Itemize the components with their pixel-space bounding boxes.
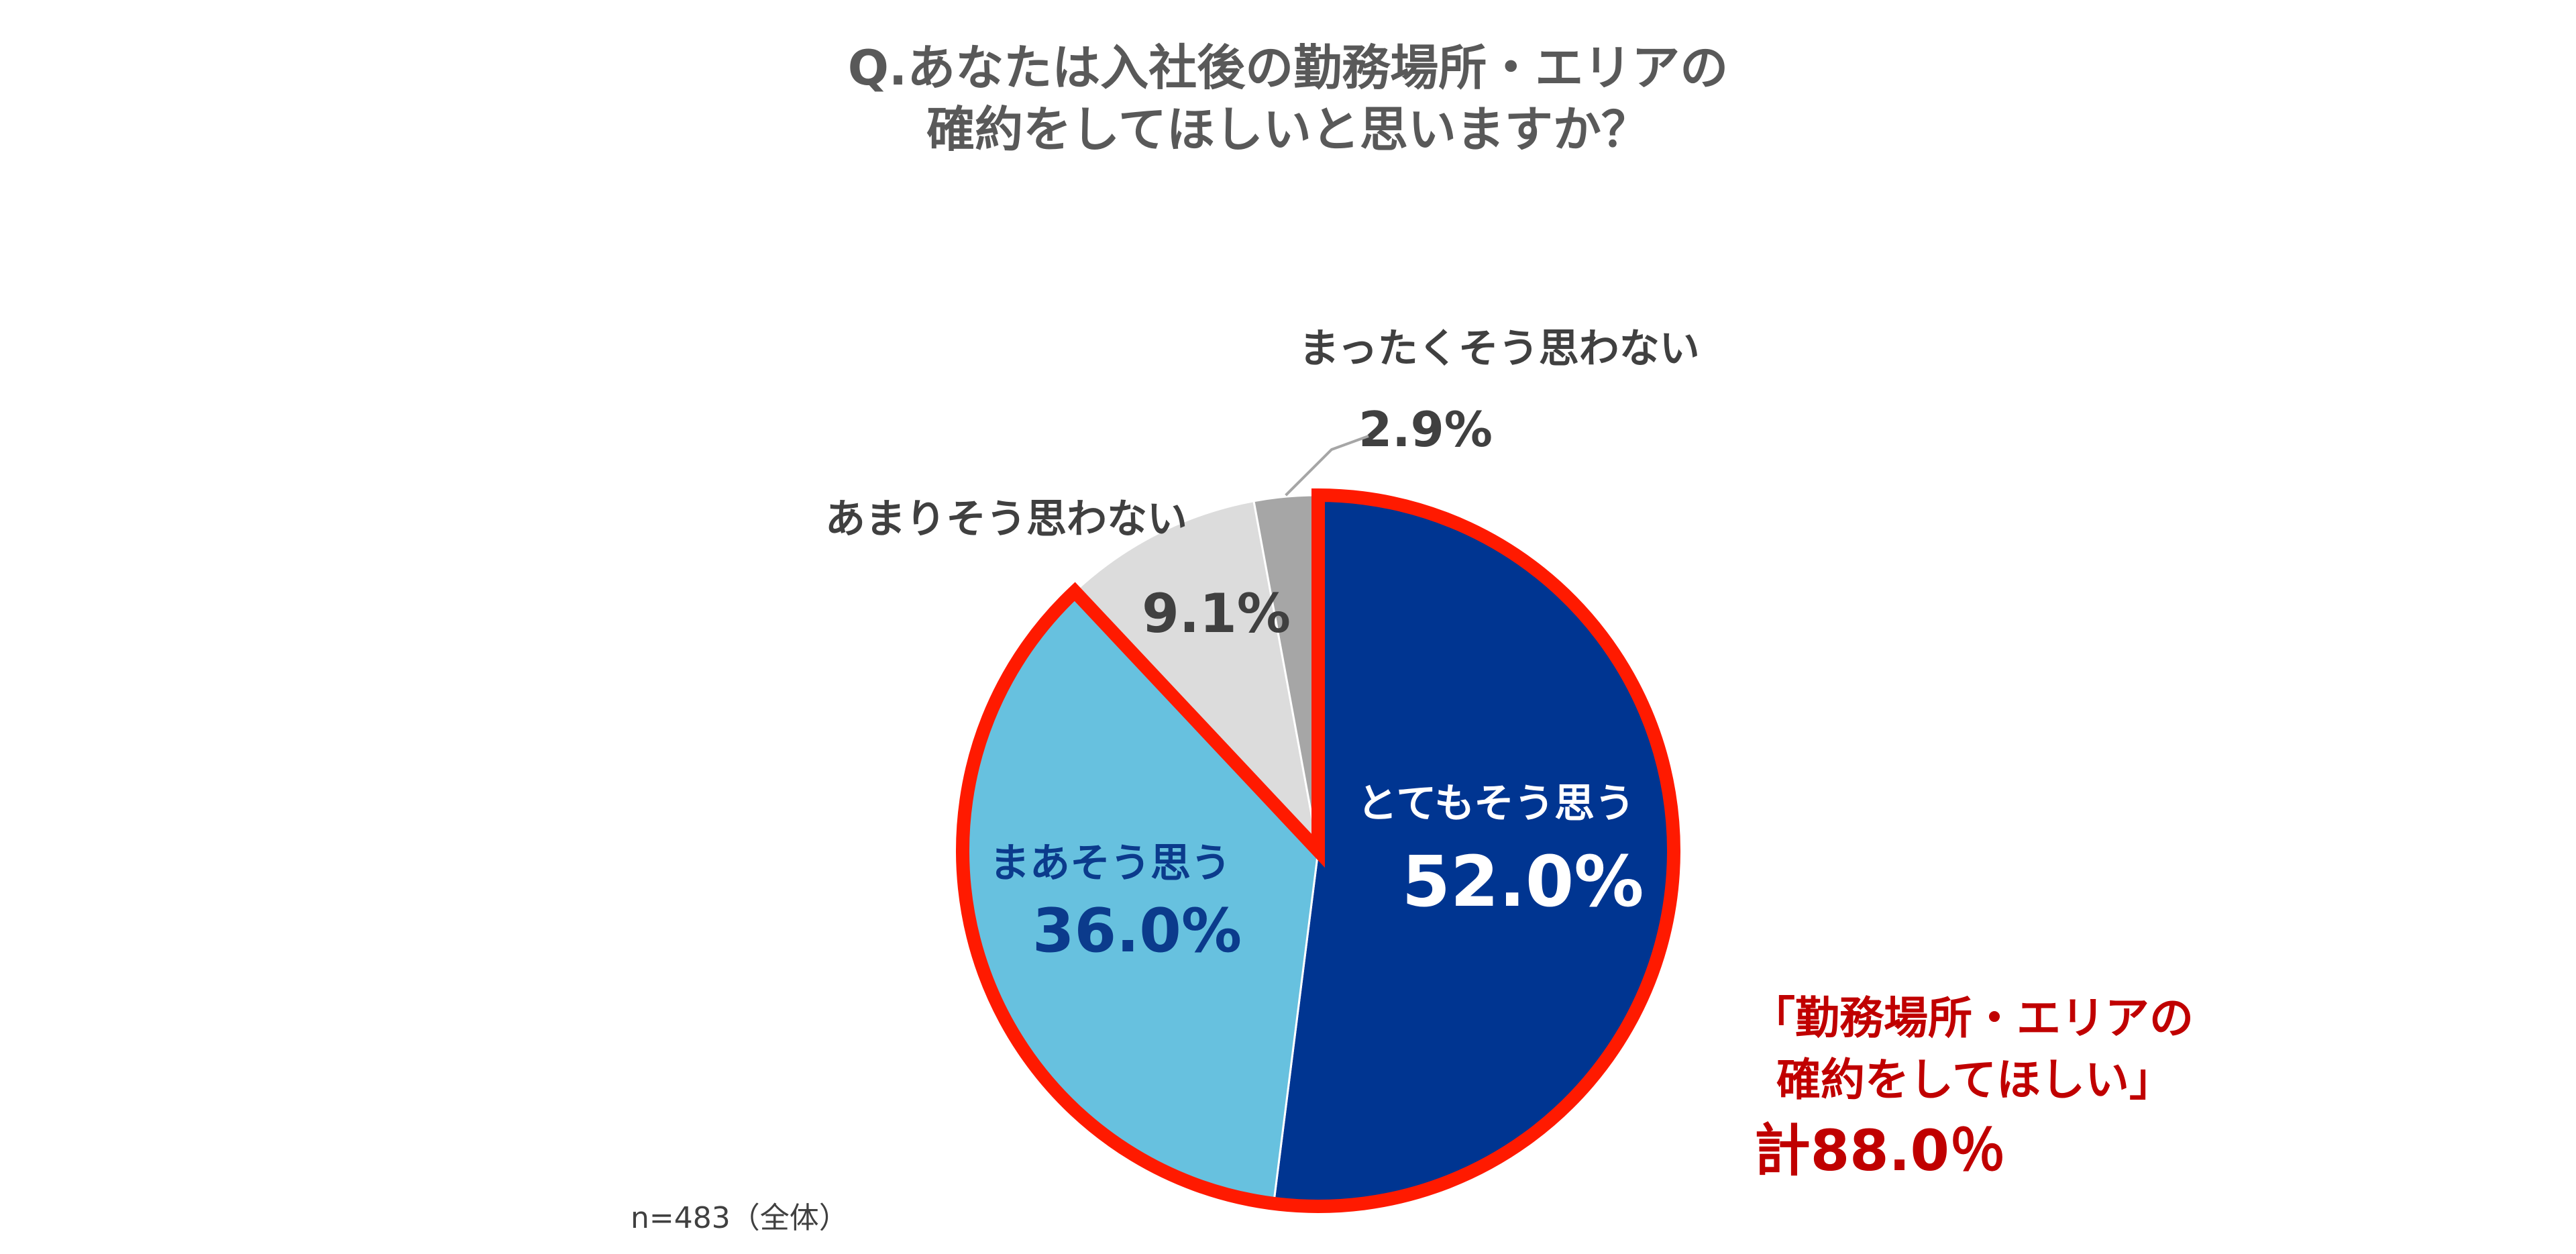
slice-label-value-2: 36.0% [1032,896,1242,966]
slice-label-category-2: まあそう思う [989,840,1231,887]
slice-label-value-1: 52.0% [1402,841,1644,923]
chart-title-line-2: 確約をしてほしいと思いますか？ [926,101,1650,158]
highlight-outline [956,488,1680,1213]
pie-slice-3 [1073,500,1320,854]
slice-label-value-4: 2.9% [1358,401,1493,458]
slice-label-value-3: 9.1% [1142,582,1291,645]
chart-title-line-1: Q.あなたは入社後の勤務場所・エリアの [848,40,1729,96]
slice-label-category-4: まったくそう思わない [1299,325,1700,372]
highlight-annotation-line-3: 計88.0％ [1754,1118,2006,1184]
slice-label-category-3: あまりそう思わない [825,496,1187,543]
leader-line-slice-4 [1285,435,1369,497]
slice-labels: とてもそう思う 52.0% まあそう思う 36.0% あまりそう思わない 9.1% まったく… [825,325,1700,966]
sample-size-note: n=483（全体） [631,1201,849,1235]
pie-slices [961,494,1675,1208]
chart-title: Q.あなたは入社後の勤務場所・エリアの 確約をしてほしいと思いますか？ [848,40,1729,158]
slice-label-category-1: とてもそう思う [1357,780,1635,827]
highlight-annotation-line-1: 「勤務場所・エリアの [1751,992,2194,1044]
highlight-annotation-line-2: 確約をしてほしい」 [1776,1054,2174,1106]
